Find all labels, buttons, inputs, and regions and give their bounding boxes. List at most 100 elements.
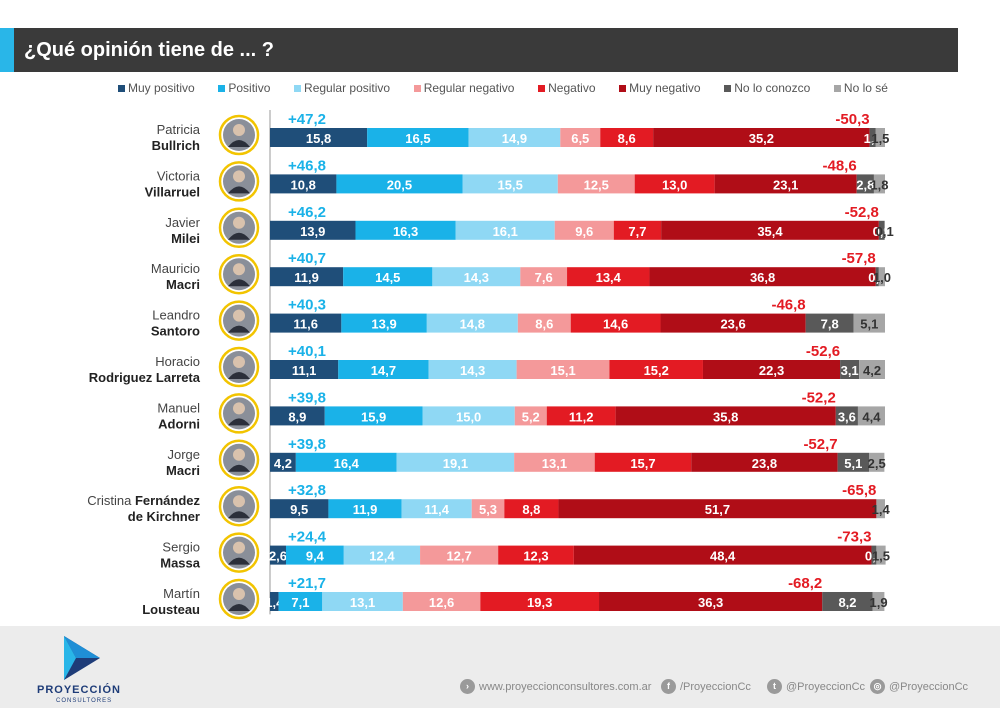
bar-segment	[343, 267, 433, 287]
bar-segment	[471, 499, 505, 519]
bar-segment	[613, 220, 662, 240]
bar-value-label: 16,4	[334, 456, 360, 471]
bar-segment	[869, 452, 885, 472]
positive-total-label: +40,3	[288, 297, 326, 314]
bar-value-label: 0,1	[876, 224, 894, 239]
facebook-link[interactable]: f /ProyeccionCc	[661, 679, 751, 694]
brand-name: PROYECCIÓN	[37, 684, 121, 696]
bar-segment	[270, 220, 356, 240]
avatar-head-icon	[233, 448, 245, 461]
bar-value-label: 11,9	[294, 270, 319, 285]
positive-total-label: +32,8	[288, 482, 326, 499]
bar-segment	[859, 360, 885, 379]
bar-segment	[872, 592, 885, 611]
website-link[interactable]: › www.proyeccionconsultores.com.ar	[460, 679, 651, 694]
instagram-icon: ◎	[870, 679, 885, 694]
bar-value-label: 11,6	[293, 317, 318, 332]
bar-value-label: 10,8	[291, 177, 316, 192]
candidate-first-name: Jorge	[167, 447, 200, 462]
avatar-body-icon	[228, 418, 250, 426]
bar-value-label: 15,7	[630, 456, 655, 471]
bar-value-label: 20,5	[387, 177, 412, 192]
avatar-head-icon	[233, 356, 245, 368]
negative-total-label: -57,8	[842, 250, 876, 267]
bar-value-label: 8,6	[535, 317, 553, 332]
bar-segment	[594, 452, 692, 472]
bar-value-label: 7,7	[628, 224, 646, 239]
title-accent	[0, 28, 14, 72]
bar-segment	[822, 592, 873, 611]
bar-segment	[514, 452, 595, 472]
candidate-first-name: Patricia	[157, 122, 201, 137]
candidate-last-name: Rodriguez Larreta	[89, 370, 201, 385]
bar-value-label: 7,1	[291, 595, 309, 610]
legend-label: Muy negativo	[629, 81, 701, 95]
twitter-link[interactable]: t @ProyeccionCc	[767, 679, 865, 694]
avatar-head-icon	[233, 495, 245, 508]
twitter-icon: t	[767, 679, 782, 694]
bar-segment	[876, 545, 886, 565]
positive-total-label: +39,8	[288, 389, 326, 406]
bar-segment	[558, 499, 877, 519]
bar-segment	[649, 267, 876, 287]
bar-segment	[396, 452, 515, 472]
bar-value-label: 4,2	[863, 363, 881, 378]
bar-segment	[856, 174, 874, 194]
bar-value-label: 9,4	[306, 549, 325, 564]
bar-value-label: 35,8	[713, 409, 738, 424]
page-title: ¿Qué opinión tiene de ... ?	[24, 39, 274, 61]
bar-value-label: 5,3	[479, 502, 497, 517]
bar-value-label: 1,5	[872, 549, 890, 564]
bar-segment	[322, 592, 403, 611]
bar-segment	[517, 313, 571, 333]
bar-segment	[270, 592, 279, 611]
bar-segment	[691, 452, 838, 472]
bar-value-label: 4,2	[274, 456, 292, 471]
bar-value-label: 14,3	[460, 363, 485, 378]
positive-total-label: +46,8	[288, 157, 326, 174]
bar-segment	[426, 313, 518, 333]
avatar-head-icon	[233, 541, 245, 554]
avatar-body-icon	[228, 557, 250, 565]
bar-segment	[270, 267, 344, 287]
website-text: www.proyeccionconsultores.com.ar	[479, 680, 652, 693]
bar-value-label: 12,3	[523, 549, 548, 564]
positive-total-label: +24,4	[288, 529, 327, 546]
bar-value-label: 15,5	[498, 177, 523, 192]
bar-value-label: 8,9	[288, 409, 306, 424]
candidate-first-name: Mauricio	[151, 261, 200, 276]
footer: PROYECCIÓN CONSULTORES › www.proyeccionc…	[0, 626, 1000, 708]
bar-value-label: 14,7	[371, 363, 396, 378]
legend-label: Regular positivo	[304, 81, 391, 95]
negative-total-label: -73,3	[837, 529, 871, 546]
bar-segment	[468, 128, 561, 147]
instagram-link[interactable]: ◎ @ProyeccionCc	[870, 679, 968, 694]
bar-segment	[837, 452, 870, 472]
candidate-name-line2: de Kirchner	[128, 509, 200, 524]
candidate-last-name: Macri	[166, 277, 200, 292]
legend-swatch	[294, 84, 302, 92]
legend-swatch	[833, 84, 841, 92]
bar-value-label: 11,9	[353, 502, 378, 517]
bar-segment	[660, 313, 806, 333]
bar-segment	[875, 128, 885, 147]
candidate-last-name: Lousteau	[142, 602, 200, 617]
bar-value-label: 1,5	[871, 131, 889, 146]
bar-value-label: 16,1	[493, 224, 518, 239]
bar-segment	[634, 174, 715, 194]
bar-segment	[835, 406, 858, 426]
bar-segment	[270, 313, 342, 333]
bar-segment	[853, 313, 885, 333]
bar-segment	[285, 545, 344, 565]
legend-swatch	[218, 84, 226, 92]
avatar-body-icon	[228, 325, 250, 333]
candidate-first-name: Horacio	[155, 354, 200, 369]
bar-value-label: 13,9	[371, 317, 396, 332]
bar-segment	[270, 452, 296, 472]
avatar-head-icon	[233, 216, 245, 229]
